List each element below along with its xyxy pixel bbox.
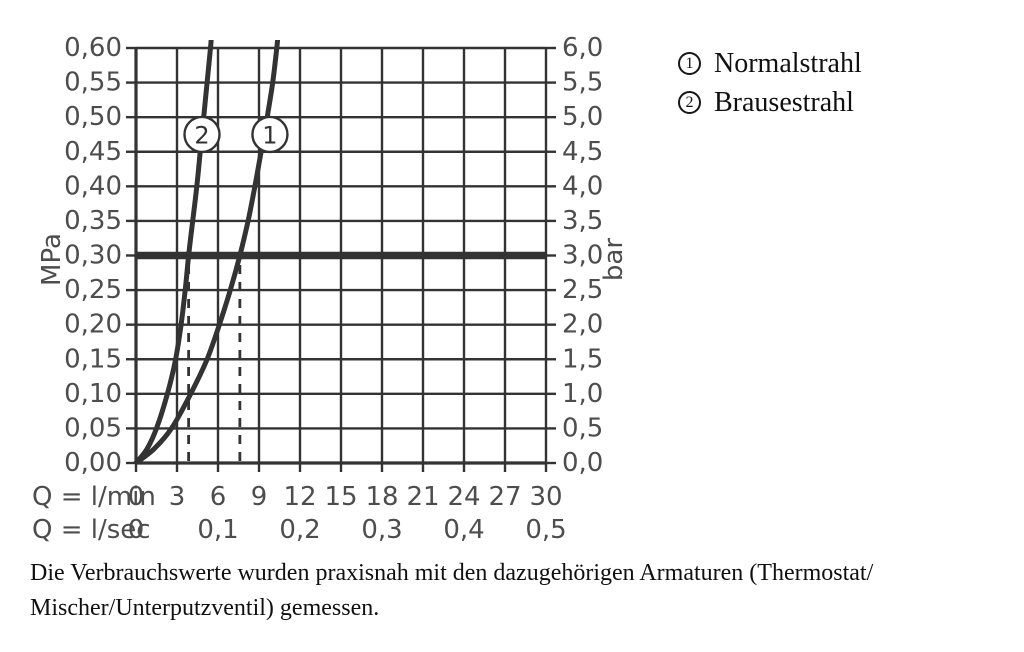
xtick-lsec-label: 0,3: [361, 515, 402, 545]
ytick-left-label: 0,20: [64, 310, 122, 340]
xtick-lsec-label: 0,5: [525, 515, 566, 545]
ytick-right-label: 1,5: [562, 344, 603, 374]
circled-1-icon: 1: [678, 52, 701, 75]
xtick-lmin-label: 30: [529, 482, 562, 512]
curve-marker-number-1: 1: [262, 121, 277, 149]
ytick-right-label: 1,0: [562, 379, 603, 409]
caption: Die Verbrauchswerte wurden praxisnah mit…: [30, 556, 980, 626]
xtick-lmin-label: 12: [283, 482, 316, 512]
ytick-left-label: 0,30: [64, 241, 122, 271]
xtick-lsec-label: 0,1: [197, 515, 238, 545]
ytick-right-label: 3,5: [562, 206, 603, 236]
caption-line-2: Mischer/Unterputzventil) gemessen.: [30, 595, 380, 621]
curve-marker-number-2: 2: [194, 121, 209, 149]
y-axis-left-title: MPa: [37, 233, 67, 286]
legend-label-normalstrahl: Normalstrahl: [714, 47, 862, 79]
circled-2-icon: 2: [678, 91, 701, 114]
ytick-right-label: 2,5: [562, 275, 603, 305]
legend-item-normalstrahl: 1 Normalstrahl: [678, 44, 862, 83]
ytick-left-label: 0,00: [64, 448, 122, 478]
caption-line-1: Die Verbrauchswerte wurden praxisnah mit…: [30, 560, 874, 586]
ytick-right-label: 5,5: [562, 68, 603, 98]
flow-pressure-chart: 120,600,550,500,450,400,350,300,250,200,…: [32, 33, 629, 545]
legend-label-brausestrahl: Brausestrahl: [714, 86, 854, 118]
curve-marker-circle-2: [183, 115, 221, 154]
x-axis-lsec-label: Q = l/sec: [32, 515, 151, 545]
xtick-lsec-label: 0,4: [443, 515, 484, 545]
ytick-right-label: 4,0: [562, 171, 603, 201]
ytick-right-label: 3,0: [562, 241, 603, 271]
ytick-right-label: 4,5: [562, 137, 603, 167]
ytick-left-label: 0,05: [64, 413, 122, 443]
ytick-left-label: 0,15: [64, 344, 122, 374]
ytick-right-label: 0,5: [562, 413, 603, 443]
y-axis-right-title: bar: [599, 238, 629, 281]
ytick-left-label: 0,25: [64, 275, 122, 305]
xtick-lmin-label: 6: [210, 482, 227, 512]
curve-normalstrahl: [133, 40, 281, 463]
xtick-lmin-label: 21: [406, 482, 439, 512]
ytick-right-label: 0,0: [562, 448, 603, 478]
xtick-lmin-label: 9: [251, 482, 268, 512]
ytick-right-label: 5,0: [562, 102, 603, 132]
xtick-lmin-label: 27: [488, 482, 521, 512]
ytick-left-label: 0,45: [64, 137, 122, 167]
ytick-left-label: 0,60: [64, 33, 122, 63]
x-axis-lmin-label: Q = l/min: [32, 482, 156, 512]
ytick-left-label: 0,10: [64, 379, 122, 409]
ytick-left-label: 0,50: [64, 102, 122, 132]
ytick-left-label: 0,35: [64, 206, 122, 236]
ytick-right-label: 6,0: [562, 33, 603, 63]
curve-marker-circle-1: [251, 115, 289, 154]
xtick-lmin-label: 3: [169, 482, 186, 512]
curve-brausestrahl: [133, 40, 214, 463]
ytick-right-label: 2,0: [562, 310, 603, 340]
ytick-left-label: 0,40: [64, 171, 122, 201]
legend-item-brausestrahl: 2 Brausestrahl: [678, 83, 862, 122]
xtick-lmin-label: 15: [324, 482, 357, 512]
xtick-lsec-label: 0: [128, 515, 145, 545]
xtick-lmin-label: 0: [128, 482, 145, 512]
xtick-lsec-label: 0,2: [279, 515, 320, 545]
xtick-lmin-label: 18: [365, 482, 398, 512]
ytick-left-label: 0,55: [64, 68, 122, 98]
legend: 1 Normalstrahl 2 Brausestrahl: [678, 44, 862, 122]
xtick-lmin-label: 24: [447, 482, 480, 512]
